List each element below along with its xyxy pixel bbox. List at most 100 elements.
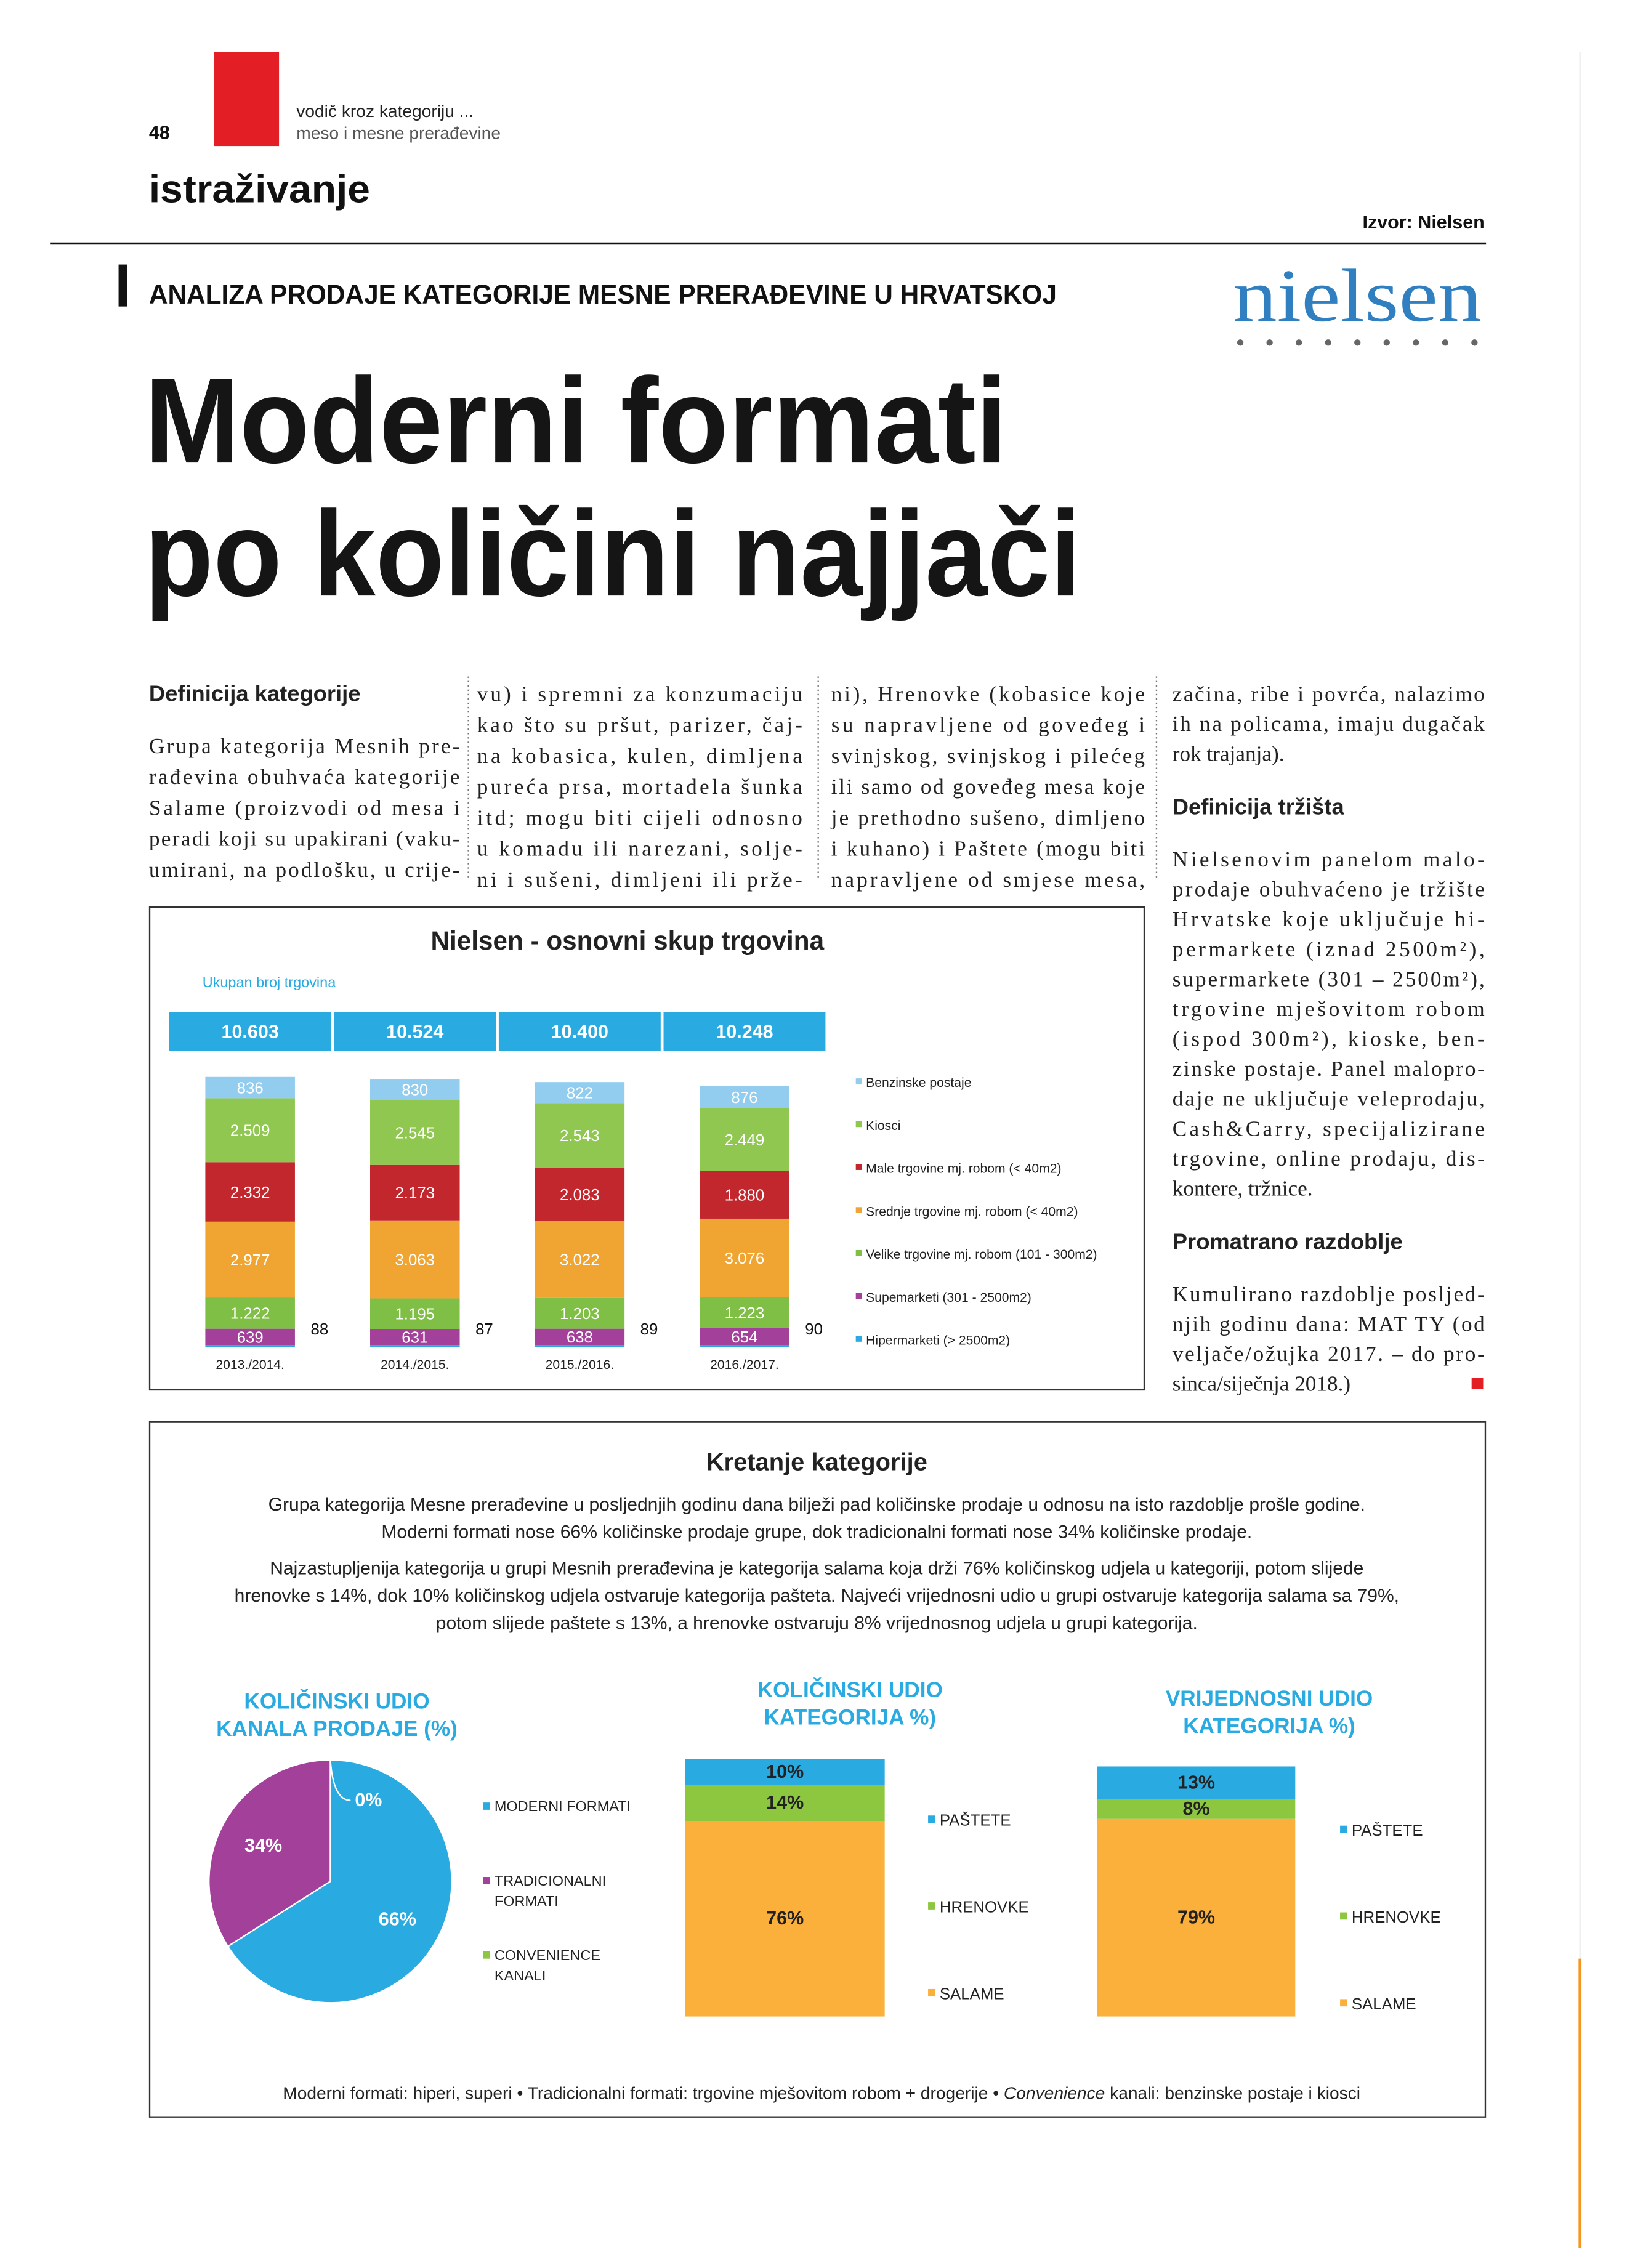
body-line: napravljene od smjese mesa,	[831, 868, 1145, 892]
bar-segment	[205, 1328, 295, 1346]
pie-slice	[227, 1759, 453, 2004]
body-line: trgovine mješovitom robom	[1173, 997, 1485, 1021]
legend-label: Velike trgovine mj. robom (101 - 300m2)	[866, 1248, 1097, 1262]
data-label: 2.543	[560, 1128, 600, 1145]
legend-label: Male trgovine mj. robom (< 40m2)	[866, 1162, 1061, 1176]
subguide: meso i mesne prerađevine	[296, 123, 501, 142]
footnote-part: kanali: benzinske postaje i kiosci	[1105, 2083, 1360, 2102]
data-label: 638	[567, 1329, 593, 1346]
kicker: ANALIZA PRODAJE KATEGORIJE MESNE PRERAĐE…	[149, 280, 1057, 310]
legend-swatch	[855, 1207, 862, 1213]
bar-segment	[700, 1171, 789, 1219]
body-line: rok trajanja).	[1173, 742, 1285, 766]
legend-label: HRENOVKE	[940, 1899, 1029, 1916]
legend-swatch	[928, 1988, 935, 1996]
bar-segment	[535, 1082, 625, 1104]
data-label: 2.509	[230, 1123, 270, 1140]
bar-segment	[369, 1220, 460, 1299]
bar-segment	[535, 1103, 625, 1168]
footnote-part: Moderni formati: hiperi, superi • Tradic…	[283, 2083, 1004, 2102]
body-line: začina, ribe i povrća, nalazimo	[1173, 682, 1485, 706]
chart-title: KOLIČINSKI UDIO	[244, 1689, 429, 1714]
body-line: Nielsenovim panelom malo-	[1173, 847, 1485, 871]
chart-title: Nielsen - osnovni skup trgovina	[431, 926, 825, 955]
data-label: 2.083	[560, 1187, 600, 1204]
legend-swatch	[855, 1293, 862, 1299]
bar-segment	[205, 1345, 295, 1347]
bar-segment	[700, 1108, 789, 1171]
total-box	[334, 1012, 496, 1051]
data-label: 1.222	[230, 1306, 270, 1323]
bar-segment	[1097, 1766, 1296, 1799]
bar-segment	[685, 1759, 885, 1785]
data-label: 10%	[766, 1761, 804, 1782]
data-label: 1.203	[560, 1306, 600, 1323]
legend-label: CONVENIENCE KANALI	[495, 1947, 605, 1983]
source: Izvor: Nielsen	[1362, 212, 1484, 233]
trend-line: Najzastupljenija kategorija u grupi Mesn…	[270, 1558, 1363, 1578]
body-line: su napravljene od goveđeg i	[831, 713, 1145, 737]
section-heading: Definicija kategorije	[149, 680, 361, 706]
chart-title: KANALA PRODAJE (%)	[216, 1717, 458, 1741]
x-tick-label: 2014./2015.	[381, 1358, 450, 1372]
leader-line	[329, 1759, 351, 1801]
data-label: 822	[567, 1085, 593, 1102]
data-label: 13%	[1177, 1772, 1215, 1793]
body-line: itd; mogu biti cijeli odnosno	[477, 805, 802, 829]
body-line: kao što su pršut, parizer, čaj-	[477, 713, 802, 737]
bar-segment	[535, 1221, 625, 1298]
data-label: 1.223	[725, 1305, 765, 1322]
logo: nielsen	[1233, 254, 1482, 337]
trend-box-frame	[148, 1421, 1487, 2118]
total-box	[169, 1012, 331, 1051]
data-label: 639	[237, 1329, 264, 1346]
body-line: (ispod 300m²), kioske, ben-	[1173, 1027, 1485, 1051]
body-line: rađevina obuhvaća kategorije	[149, 765, 460, 789]
data-label: 3.022	[560, 1252, 600, 1269]
data-label: 76%	[766, 1908, 804, 1929]
legend-swatch	[855, 1249, 862, 1256]
body-line: sinca/siječnja 2018.)	[1173, 1372, 1350, 1396]
legend-swatch	[928, 1902, 935, 1910]
data-label: 88	[310, 1321, 328, 1338]
logo-dots	[1237, 339, 1478, 346]
red-tab	[214, 52, 280, 147]
data-label: 3.076	[725, 1250, 765, 1267]
bar-segment	[369, 1329, 460, 1346]
body-line: svinjskog, svinjskog i pilećeg	[831, 744, 1145, 768]
end-mark	[1471, 1378, 1484, 1389]
legend-label: TRADICIONALNI FORMATI	[495, 1873, 610, 1909]
chart-title: KOLIČINSKI UDIO	[757, 1677, 943, 1702]
total-label: 10.524	[386, 1021, 443, 1042]
body-line: zinske postaje. Panel malopro-	[1173, 1057, 1485, 1081]
x-tick-label: 2016./2017.	[710, 1358, 779, 1372]
body-line: trgovine, online prodaju, dis-	[1173, 1147, 1485, 1171]
bar-segment	[1097, 1818, 1296, 2017]
legend-label: Benzinske postaje	[866, 1076, 971, 1090]
legend-swatch	[928, 1815, 935, 1823]
bar-segment	[535, 1168, 625, 1221]
bar-segment	[369, 1298, 460, 1330]
body-line: peradi koji su upakirani (vaku-	[149, 827, 460, 851]
section-heading: Definicija tržišta	[1173, 794, 1345, 819]
section-label: istraživanje	[149, 168, 370, 211]
body-line: vu) i spremni za konzumaciju	[477, 682, 802, 706]
body-line: supermarkete (301 – 2500m²),	[1173, 967, 1485, 991]
body-line: ili samo od goveđeg mesa koje	[831, 775, 1145, 799]
data-label: 2.977	[230, 1252, 270, 1269]
legend-label: HRENOVKE	[1352, 1909, 1441, 1926]
bar-segment	[700, 1218, 789, 1297]
legend-swatch	[483, 1802, 490, 1810]
chart-title: KATEGORIJA %)	[764, 1705, 936, 1729]
body-line: daje ne uključuje veleprodaju,	[1173, 1087, 1485, 1111]
trend-title: Kretanje kategorije	[706, 1448, 927, 1475]
bar-segment	[700, 1297, 789, 1328]
bar-segment	[700, 1345, 789, 1347]
data-label: 66%	[379, 1909, 416, 1930]
section-heading: Promatrano razdoblje	[1173, 1229, 1403, 1254]
body-line: Salame (proizvodi od mesa i	[149, 796, 460, 820]
data-label: 1.195	[395, 1306, 435, 1323]
pie-slice	[208, 1759, 331, 1948]
legend-swatch	[1340, 1999, 1347, 2007]
